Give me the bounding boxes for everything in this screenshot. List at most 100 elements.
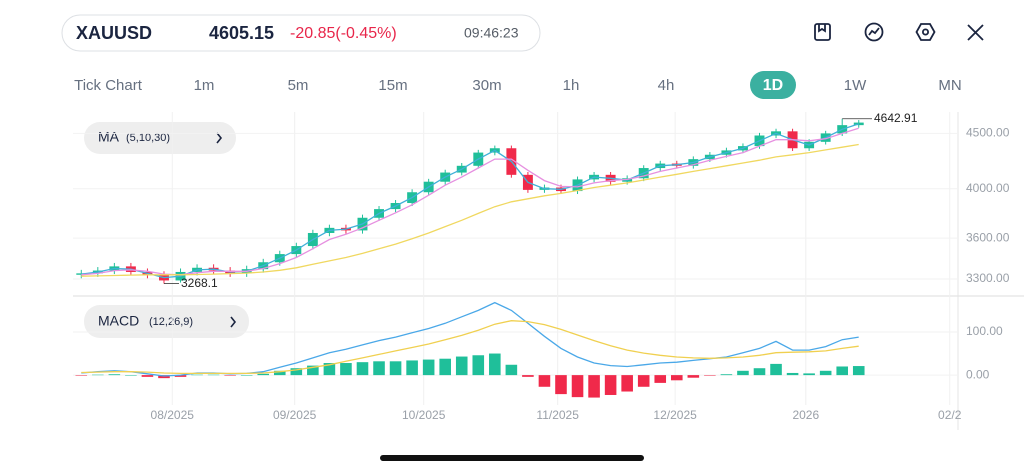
macd-bar <box>670 375 683 381</box>
timeframe[interactable]: 30m <box>472 77 501 94</box>
macd-bar <box>489 353 501 376</box>
indicator-icon[interactable] <box>864 22 884 42</box>
macd-bar <box>852 366 865 376</box>
macd-bar <box>720 374 733 376</box>
active-timeframe <box>750 71 796 99</box>
y-tick-label: 4000.00 <box>966 181 1010 195</box>
macd-bar <box>621 375 633 392</box>
timeframe[interactable]: 5m <box>288 77 309 94</box>
quote-bar <box>61 14 541 52</box>
macd-bar <box>819 370 832 376</box>
macd-bar <box>108 374 121 376</box>
macd-bar <box>356 362 369 376</box>
home-indicator <box>380 455 644 461</box>
y-tick-label: 4500.00 <box>966 126 1010 140</box>
macd-bar <box>637 375 650 387</box>
macd-bar <box>555 375 567 395</box>
macd-badge[interactable] <box>84 305 249 338</box>
y-tick-label: 100.00 <box>966 324 1003 338</box>
macd-bar <box>770 363 782 376</box>
bookmark-icon[interactable] <box>814 23 831 41</box>
timeframe[interactable]: MN <box>938 77 961 94</box>
macd-bar <box>538 375 551 387</box>
y-tick-label: 3300.00 <box>966 271 1010 285</box>
macd-bar <box>406 360 418 376</box>
timeframe[interactable]: 1h <box>563 77 580 94</box>
macd-bar <box>439 358 451 376</box>
y-tick-label: 0.00 <box>966 367 990 381</box>
macd-bar <box>704 375 716 376</box>
settings-icon[interactable] <box>915 23 936 41</box>
chevron <box>216 132 223 144</box>
macd-bar <box>207 374 220 376</box>
ma-params: (5,10,30) <box>126 132 170 144</box>
price-change: -20.85(-0.45%) <box>290 25 397 42</box>
macd-bar <box>604 375 617 395</box>
chevron <box>230 316 237 328</box>
macd-bar <box>786 372 799 376</box>
price: 4605.15 <box>209 23 274 43</box>
x-tick-label: 09/2025 <box>273 408 317 422</box>
macd-bar <box>307 365 319 376</box>
timeframe[interactable]: 1D <box>763 77 783 94</box>
indicator-line <box>81 123 859 279</box>
macd-bar <box>522 375 534 377</box>
macd-bar <box>273 370 286 376</box>
candle-body <box>76 273 87 275</box>
macd-bar <box>373 361 385 376</box>
macd-bar <box>290 368 303 376</box>
x-tick-label: 12/2025 <box>653 408 697 422</box>
indicator-line <box>81 143 859 277</box>
x-tick-label: 10/2025 <box>402 408 446 422</box>
close-icon[interactable] <box>967 24 984 41</box>
macd-bar <box>125 375 137 376</box>
timeframe[interactable]: 4h <box>658 77 675 94</box>
ma-badge[interactable] <box>84 122 236 154</box>
candle-body <box>853 122 864 126</box>
indicator-line <box>81 127 859 276</box>
macd-bar <box>455 356 468 376</box>
macd-params: (12,26,9) <box>149 316 193 328</box>
macd-bar <box>75 375 88 376</box>
toolbar-icons <box>814 22 984 42</box>
timeframe[interactable]: Tick Chart <box>74 77 143 94</box>
macd-label: MACD <box>98 313 139 329</box>
macd-bar <box>141 375 154 377</box>
macd-bar <box>654 375 667 383</box>
macd-bar <box>323 363 336 376</box>
min-label: 3268.1 <box>181 276 218 290</box>
macd-bar <box>571 375 584 398</box>
indicator-line <box>81 320 859 375</box>
macd-bar <box>737 370 749 376</box>
timeframes: Tick Chart 1m 5m 15m 30m 1h 4h 1D 1W MN <box>74 77 962 94</box>
macd-bar <box>92 374 104 376</box>
macd-bar <box>389 361 402 376</box>
ma-label: MA <box>98 129 120 145</box>
macd-bar <box>174 375 187 377</box>
macd-bar <box>836 366 848 376</box>
macd-bar <box>753 368 766 376</box>
clock: 09:46:23 <box>464 25 519 41</box>
x-tick-label: 02/2 <box>938 408 962 422</box>
timeframe[interactable]: 1m <box>194 77 215 94</box>
macd-bar <box>505 364 518 376</box>
macd-bar <box>687 375 700 378</box>
macd-bar <box>340 363 352 376</box>
macd-bar <box>588 375 600 398</box>
macd-bar <box>224 375 236 376</box>
macd-bar <box>191 374 203 376</box>
macd-bar <box>803 373 815 376</box>
symbol[interactable]: XAUUSD <box>76 23 152 43</box>
x-tick-label: 08/2025 <box>151 408 195 422</box>
y-tick-label: 3600.00 <box>966 230 1010 244</box>
macd-bar <box>422 359 435 376</box>
macd-bar <box>257 373 270 376</box>
macd-bar <box>240 375 253 376</box>
macd-bar <box>472 355 485 376</box>
timeframe[interactable]: 1W <box>844 77 867 94</box>
timeframe[interactable]: 15m <box>378 77 407 94</box>
x-tick-label: 2026 <box>792 408 819 422</box>
max-label: 4642.91 <box>874 111 918 125</box>
